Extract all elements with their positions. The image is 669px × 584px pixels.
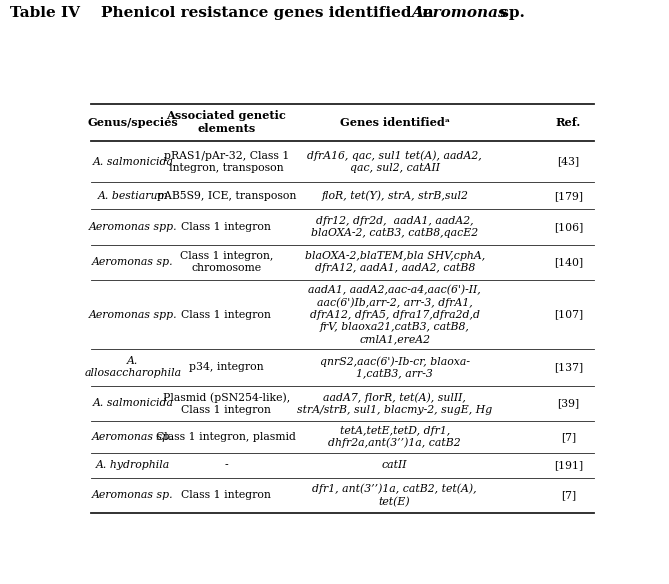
- Text: [106]: [106]: [554, 222, 583, 232]
- Text: [179]: [179]: [554, 191, 583, 201]
- Text: [7]: [7]: [561, 491, 576, 500]
- Text: dfrA16, qac, sul1 tet(A), aadA2,
qac, sul2, catAII: dfrA16, qac, sul1 tet(A), aadA2, qac, su…: [307, 150, 482, 173]
- Text: Table IV    Phenicol resistance genes identified in: Table IV Phenicol resistance genes ident…: [10, 6, 439, 20]
- Text: floR, tet(Y), strA, strB,sul2: floR, tet(Y), strA, strB,sul2: [321, 190, 468, 201]
- Text: Class 1 integron,
chromosome: Class 1 integron, chromosome: [179, 252, 273, 273]
- Text: qnrS2,aac(6')-Ib-cr, blaoxa-
1,catB3, arr-3: qnrS2,aac(6')-Ib-cr, blaoxa- 1,catB3, ar…: [320, 356, 470, 378]
- Text: pRAS1/pAr-32, Class 1
integron, transposon: pRAS1/pAr-32, Class 1 integron, transpos…: [163, 151, 289, 172]
- Text: A. hydrophila: A. hydrophila: [96, 460, 170, 470]
- Text: Class 1 integron: Class 1 integron: [181, 310, 271, 319]
- Text: Aeromonas sp.: Aeromonas sp.: [92, 258, 174, 267]
- Text: Class 1 integron: Class 1 integron: [181, 222, 271, 232]
- Text: tetA,tetE,tetD, dfr1,
dhfr2a,ant(3’’)1a, catB2: tetA,tetE,tetD, dfr1, dhfr2a,ant(3’’)1a,…: [328, 426, 461, 449]
- Text: A.
allosaccharophila: A. allosaccharophila: [84, 356, 181, 378]
- Text: blaOXA-2,blaTEM,bla SHV,cphA,
dfrA12, aadA1, aadA2, catB8: blaOXA-2,blaTEM,bla SHV,cphA, dfrA12, aa…: [304, 252, 485, 273]
- Text: [191]: [191]: [554, 460, 583, 470]
- Text: A. salmonicida: A. salmonicida: [92, 157, 173, 166]
- Text: dfr1, ant(3’’)1a, catB2, tet(A),
tet(E): dfr1, ant(3’’)1a, catB2, tet(A), tet(E): [312, 484, 477, 507]
- Text: Aeromonas spp.: Aeromonas spp.: [88, 222, 177, 232]
- Text: Class 1 integron, plasmid: Class 1 integron, plasmid: [157, 432, 296, 442]
- Text: Plasmid (pSN254-like),
Class 1 integron: Plasmid (pSN254-like), Class 1 integron: [163, 392, 290, 415]
- Text: Aeromonas: Aeromonas: [411, 6, 507, 20]
- Text: [39]: [39]: [557, 398, 579, 408]
- Text: A. bestiarum: A. bestiarum: [98, 191, 169, 201]
- Text: Aeromonas sp.: Aeromonas sp.: [92, 432, 174, 442]
- Text: Aeromonas spp.: Aeromonas spp.: [88, 310, 177, 319]
- Text: [140]: [140]: [554, 258, 583, 267]
- Text: [137]: [137]: [554, 362, 583, 373]
- Text: catII: catII: [382, 460, 407, 470]
- Text: A. salmonicida: A. salmonicida: [92, 398, 173, 408]
- Text: p34, integron: p34, integron: [189, 362, 264, 373]
- Text: dfr12, dfr2d,  aadA1, aadA2,
blaOXA-2, catB3, catB8,qacE2: dfr12, dfr2d, aadA1, aadA2, blaOXA-2, ca…: [311, 216, 478, 238]
- Text: Aeromonas sp.: Aeromonas sp.: [92, 491, 174, 500]
- Text: pAB5S9, ICE, transposon: pAB5S9, ICE, transposon: [157, 191, 296, 201]
- Text: Class 1 integron: Class 1 integron: [181, 491, 271, 500]
- Text: [7]: [7]: [561, 432, 576, 442]
- Text: [43]: [43]: [557, 157, 579, 166]
- Text: [107]: [107]: [554, 310, 583, 319]
- Text: Ref.: Ref.: [556, 117, 581, 128]
- Text: sp.: sp.: [495, 6, 525, 20]
- Text: Associated genetic
elements: Associated genetic elements: [167, 110, 286, 134]
- Text: Genes identifiedᵃ: Genes identifiedᵃ: [340, 117, 450, 128]
- Text: aadA1, aadA2,aac-a4,aac(6')-II,
aac(6')Ib,arr-2, arr-3, dfrA1,
dfrA12, dfrA5, df: aadA1, aadA2,aac-a4,aac(6')-II, aac(6')I…: [308, 285, 481, 344]
- Text: -: -: [224, 460, 228, 470]
- Text: aadA7, florR, tet(A), sulII,
strA/strB, sul1, blacmy-2, sugE, Hg: aadA7, florR, tet(A), sulII, strA/strB, …: [297, 392, 492, 415]
- Text: Genus/species: Genus/species: [88, 117, 178, 128]
